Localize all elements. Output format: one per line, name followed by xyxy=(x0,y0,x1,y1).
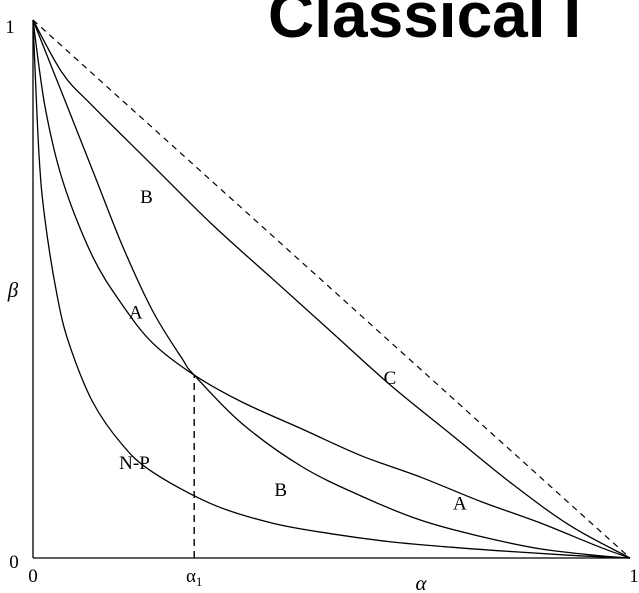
curve-annotation-3: N-P xyxy=(119,453,150,474)
curve-annotation-0: B xyxy=(140,187,153,208)
curve-a xyxy=(32,19,631,559)
x-axis-label: α xyxy=(415,571,427,593)
axes xyxy=(32,20,630,559)
y-tick-0: 0 xyxy=(9,552,19,573)
slide-title: Classical I xyxy=(268,0,582,51)
curve-annotation-1: A xyxy=(129,303,143,324)
curve-b xyxy=(32,19,631,559)
curve-annotation-4: B xyxy=(274,480,287,501)
curve-c xyxy=(32,19,631,559)
x-tick-alpha1: α1 xyxy=(186,566,202,589)
curve-annotation-2: C xyxy=(384,368,397,389)
x-tick-0: 0 xyxy=(28,566,38,587)
curve-n-p xyxy=(32,19,631,559)
reference-diagonal xyxy=(32,19,631,559)
chart-lines xyxy=(32,19,631,559)
y-axis-label: β xyxy=(7,278,19,302)
y-tick-1: 1 xyxy=(5,17,15,38)
chart-labels: 0 1 0 α1 1 α β B A C N-P B A xyxy=(5,17,639,593)
curve-annotation-5: A xyxy=(453,494,467,515)
x-tick-1: 1 xyxy=(629,566,639,587)
